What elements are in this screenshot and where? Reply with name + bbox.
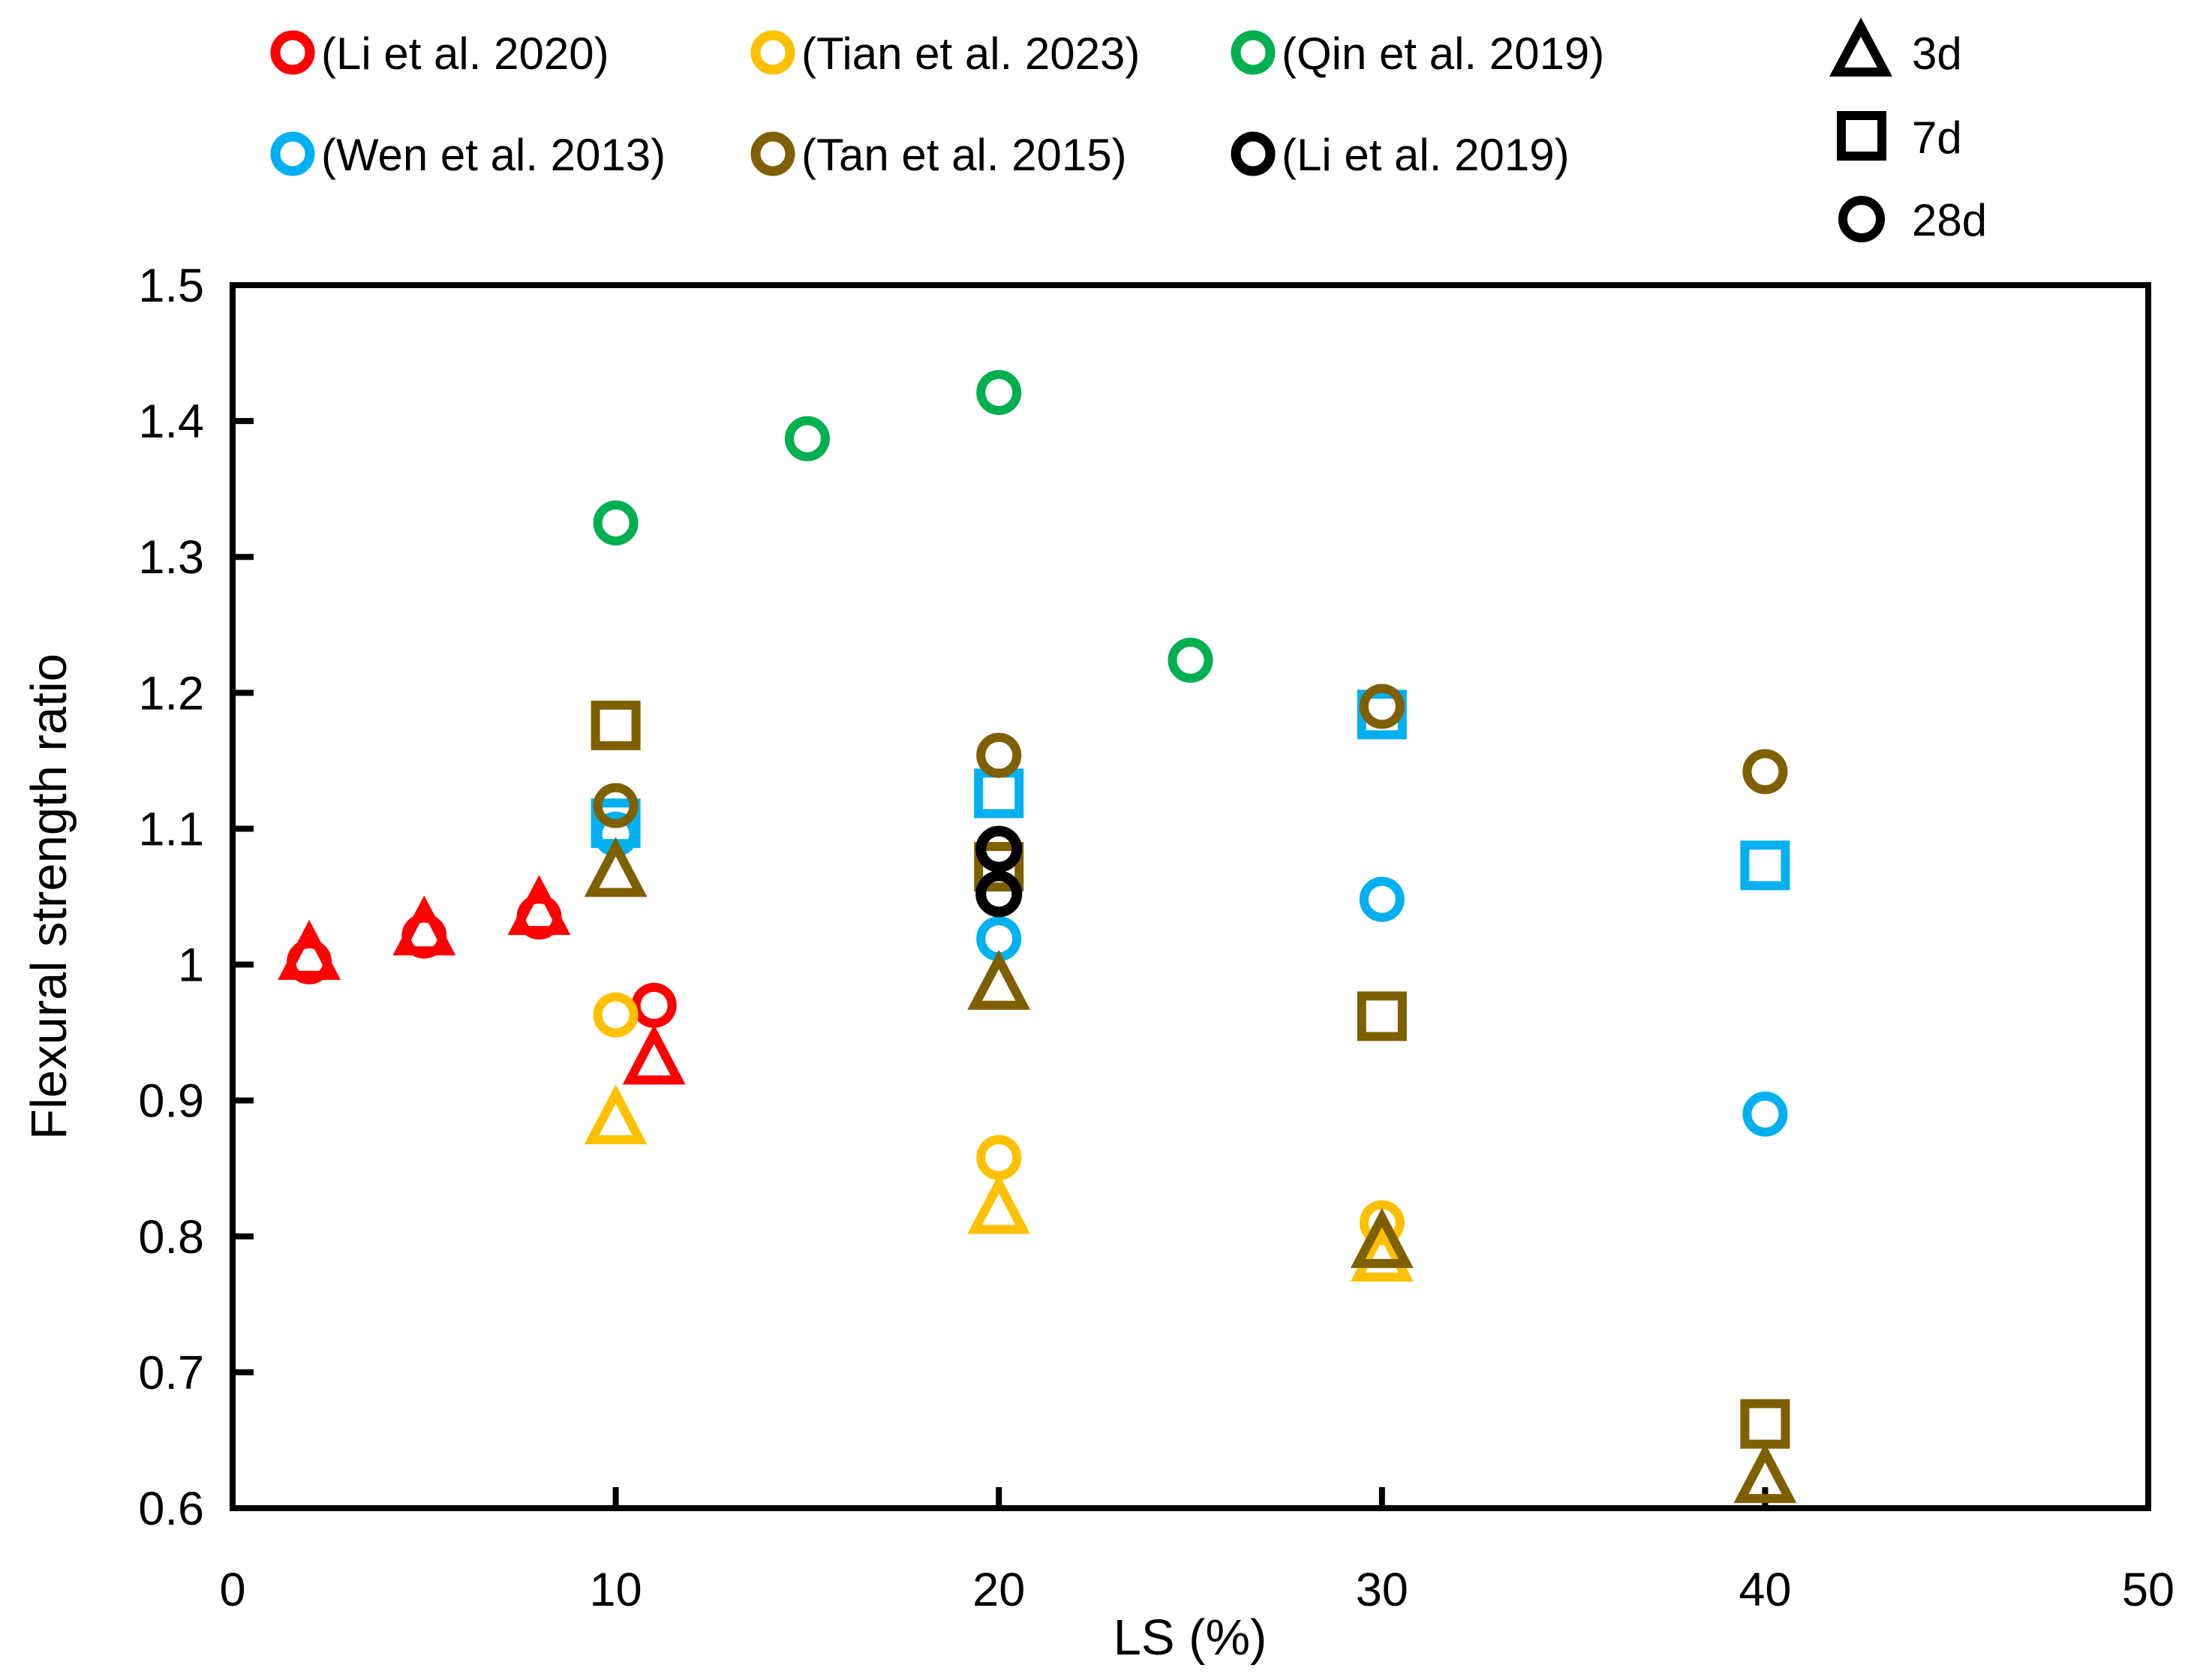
data-point-circle bbox=[976, 1135, 1022, 1180]
data-point-triangle bbox=[1350, 1222, 1414, 1282]
legend-label-qin2019: (Qin et al. 2019) bbox=[1282, 29, 1604, 79]
legend-marker-tan2015-circle-icon bbox=[750, 131, 795, 176]
x-tick-label: 30 bbox=[1356, 1564, 1408, 1616]
data-point-circle bbox=[976, 370, 1022, 416]
legend-label-tan2015: (Tan et al. 2015) bbox=[801, 130, 1127, 180]
data-point-circle bbox=[784, 416, 830, 461]
y-tick-label: 1.3 bbox=[138, 531, 204, 584]
x-tick-label: 10 bbox=[590, 1564, 642, 1616]
legend-studies: (Li et al. 2020) (Tian et al. 2023) (Qin… bbox=[270, 29, 1604, 180]
y-axis-ticks bbox=[233, 282, 254, 1511]
data-point-circle bbox=[976, 732, 1022, 778]
data-point-circle bbox=[593, 783, 639, 828]
data-point-square bbox=[1740, 1399, 1790, 1449]
y-tick-label: 0.6 bbox=[138, 1483, 204, 1535]
data-point-triangle bbox=[1733, 1443, 1797, 1504]
x-axis-tick-labels: 0 10 20 30 40 50 bbox=[219, 1564, 2174, 1616]
data-point-triangle bbox=[622, 1024, 686, 1085]
y-tick-label: 1.1 bbox=[138, 803, 204, 855]
data-point-circle bbox=[1742, 749, 1788, 795]
legend-label-tian2023: (Tian et al. 2023) bbox=[801, 29, 1140, 79]
y-axis-tick-labels: 0.6 0.7 0.8 0.9 1 1.1 1.2 1.3 1.4 1.5 bbox=[138, 260, 204, 1535]
x-axis-ticks bbox=[230, 1487, 2151, 1508]
legend-marker-wen2013-circle-icon bbox=[270, 131, 315, 176]
plot-frame bbox=[230, 282, 2151, 1511]
legend-label-wen2013: (Wen et al. 2013) bbox=[321, 130, 666, 180]
y-tick-label: 0.7 bbox=[138, 1347, 204, 1399]
y-tick-label: 1.4 bbox=[138, 395, 204, 448]
legend-label-28d: 28d bbox=[1912, 195, 1987, 245]
data-point-square bbox=[1357, 991, 1407, 1041]
data-point-square bbox=[591, 700, 641, 750]
data-point-triangle bbox=[1350, 1207, 1414, 1268]
legend-marker-li2019-circle-icon bbox=[1231, 131, 1276, 176]
x-tick-label: 40 bbox=[1739, 1564, 1791, 1616]
data-point-circle bbox=[975, 870, 1023, 918]
legend-ages: 3d 7d 28d bbox=[1829, 17, 1987, 245]
data-points bbox=[278, 370, 1797, 1504]
legend-marker-7d-square-icon bbox=[1837, 111, 1886, 161]
data-point-circle bbox=[1359, 876, 1405, 922]
x-tick-label: 50 bbox=[2122, 1564, 2174, 1616]
y-tick-label: 0.8 bbox=[138, 1211, 204, 1264]
data-point-circle bbox=[1359, 684, 1405, 729]
legend-marker-tian2023-circle-icon bbox=[750, 30, 795, 75]
legend-marker-28d-circle-icon bbox=[1838, 196, 1885, 242]
data-point-triangle bbox=[967, 949, 1031, 1010]
data-point-square bbox=[1740, 840, 1790, 891]
data-point-triangle bbox=[278, 919, 341, 980]
x-tick-label: 0 bbox=[219, 1564, 245, 1616]
legend-label-li2020: (Li et al. 2020) bbox=[321, 29, 609, 79]
y-axis-title: Flexural strength ratio bbox=[21, 654, 77, 1140]
data-point-triangle bbox=[584, 837, 648, 897]
data-point-circle bbox=[1742, 1091, 1788, 1137]
data-point-triangle bbox=[392, 895, 456, 956]
data-point-circle bbox=[1168, 637, 1213, 683]
data-point-square bbox=[974, 842, 1024, 892]
y-tick-label: 1 bbox=[178, 939, 204, 992]
data-point-square bbox=[974, 768, 1024, 819]
legend-label-3d: 3d bbox=[1912, 29, 1962, 79]
y-tick-label: 1.5 bbox=[138, 260, 204, 312]
legend-marker-3d-triangle-icon bbox=[1829, 17, 1892, 77]
data-point-triangle bbox=[967, 1174, 1031, 1234]
data-point-circle bbox=[975, 825, 1023, 873]
data-point-triangle bbox=[584, 1084, 648, 1145]
data-point-circle bbox=[593, 992, 639, 1038]
legend-marker-li2020-circle-icon bbox=[270, 30, 315, 75]
data-point-triangle bbox=[507, 875, 571, 936]
data-point-circle bbox=[631, 982, 677, 1028]
y-tick-label: 0.9 bbox=[138, 1075, 204, 1128]
data-point-circle bbox=[593, 500, 639, 545]
x-axis-title: LS (%) bbox=[1114, 1609, 1267, 1666]
legend-marker-qin2019-circle-icon bbox=[1231, 30, 1276, 75]
x-tick-label: 20 bbox=[972, 1564, 1025, 1616]
legend-label-li2019: (Li et al. 2019) bbox=[1282, 130, 1570, 180]
y-tick-label: 1.2 bbox=[138, 667, 204, 720]
legend-label-7d: 7d bbox=[1912, 113, 1962, 163]
